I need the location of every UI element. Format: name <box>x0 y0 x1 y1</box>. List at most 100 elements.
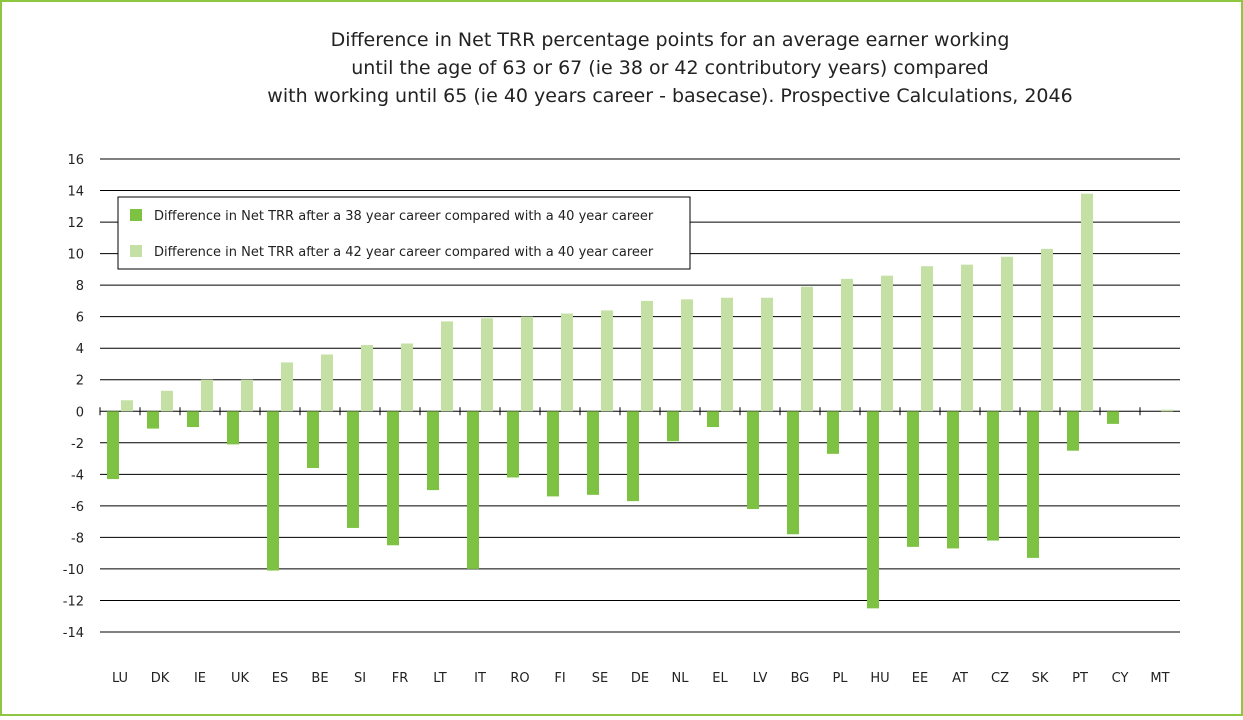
bar <box>601 310 613 412</box>
bar <box>507 411 519 478</box>
y-tick-label: 0 <box>76 405 84 420</box>
bar <box>467 411 479 569</box>
x-tick-label: MT <box>1150 671 1169 686</box>
chart-title: with working until 65 (ie 40 years caree… <box>267 85 1072 107</box>
y-tick-label: 16 <box>67 153 84 168</box>
y-tick-label: -14 <box>63 626 84 641</box>
bar <box>1161 409 1173 412</box>
bar <box>747 411 759 510</box>
x-tick-label: LT <box>433 671 446 686</box>
bar <box>1001 256 1013 412</box>
x-tick-label: BE <box>311 671 328 686</box>
x-tick-label: LU <box>112 671 128 686</box>
x-tick-label: CZ <box>991 671 1009 686</box>
bar <box>241 379 253 412</box>
bar <box>561 313 573 412</box>
x-tick-label: PL <box>832 671 848 686</box>
bar <box>547 411 559 497</box>
bar <box>761 297 773 412</box>
y-tick-label: 6 <box>76 311 84 326</box>
bar <box>361 345 373 412</box>
bar <box>1041 248 1053 412</box>
legend-box <box>117 196 691 270</box>
chart-title: Difference in Net TRR percentage points … <box>331 29 1010 51</box>
bar <box>321 354 333 412</box>
x-tick-label: DK <box>151 671 170 686</box>
bar <box>281 362 293 412</box>
bar <box>841 278 853 412</box>
x-tick-label: FI <box>554 671 565 686</box>
x-tick-label: IT <box>474 671 486 686</box>
bar <box>147 411 159 429</box>
bar <box>907 411 919 547</box>
x-tick-label: SK <box>1032 671 1049 686</box>
bar <box>521 316 533 412</box>
y-tick-label: 10 <box>67 248 84 263</box>
x-tick-label: IE <box>194 671 206 686</box>
bar <box>667 411 679 442</box>
bar <box>307 411 319 469</box>
bar <box>587 411 599 495</box>
y-tick-label: 2 <box>76 374 84 389</box>
bar <box>161 390 173 412</box>
x-tick-label: AT <box>952 671 968 686</box>
bar <box>387 411 399 546</box>
y-tick-label: 4 <box>76 342 84 357</box>
bar <box>681 299 693 412</box>
x-tick-label: PT <box>1072 671 1088 686</box>
bar <box>401 343 413 412</box>
bar <box>1107 411 1119 424</box>
y-tick-label: -2 <box>71 437 84 452</box>
bar <box>641 300 653 412</box>
y-tick-label: -12 <box>63 594 84 609</box>
x-tick-label: EL <box>712 671 728 686</box>
y-tick-label: -4 <box>71 468 84 483</box>
x-tick-label: LV <box>753 671 768 686</box>
legend-label: Difference in Net TRR after a 42 year ca… <box>154 245 654 260</box>
bar <box>107 411 119 480</box>
y-tick-label: 8 <box>76 279 84 294</box>
x-tick-label: EE <box>912 671 928 686</box>
bar <box>787 411 799 535</box>
bar <box>227 411 239 445</box>
bar <box>121 400 133 412</box>
bar <box>267 411 279 571</box>
y-tick-label: -6 <box>71 500 84 515</box>
bar <box>961 264 973 412</box>
y-tick-label: 12 <box>67 216 84 231</box>
bar <box>627 411 639 502</box>
x-tick-label: UK <box>231 671 250 686</box>
bar <box>427 411 439 491</box>
bar <box>1081 193 1093 412</box>
bar <box>481 318 493 412</box>
bar <box>827 411 839 454</box>
bar <box>947 411 959 549</box>
x-tick-label: DE <box>631 671 649 686</box>
bar <box>867 411 879 609</box>
x-tick-label: RO <box>510 671 529 686</box>
x-tick-label: SI <box>354 671 366 686</box>
y-tick-label: 14 <box>67 185 84 200</box>
bar <box>1067 411 1079 451</box>
bar <box>921 266 933 412</box>
legend-label: Difference in Net TRR after a 38 year ca… <box>154 209 654 224</box>
y-tick-label: -8 <box>71 531 84 546</box>
x-tick-label: SE <box>592 671 608 686</box>
x-tick-label: BG <box>791 671 810 686</box>
bar <box>707 411 719 428</box>
bar <box>987 411 999 541</box>
bar <box>441 321 453 412</box>
chart-title: until the age of 63 or 67 (ie 38 or 42 c… <box>351 57 988 79</box>
x-tick-label: HU <box>870 671 889 686</box>
x-tick-label: ES <box>272 671 288 686</box>
bar <box>347 411 359 528</box>
legend-swatch <box>130 245 142 257</box>
y-tick-label: -10 <box>63 563 84 578</box>
x-tick-label: CY <box>1112 671 1129 686</box>
bar <box>201 379 213 412</box>
bar <box>187 411 199 428</box>
bar <box>881 275 893 412</box>
bar <box>721 297 733 412</box>
